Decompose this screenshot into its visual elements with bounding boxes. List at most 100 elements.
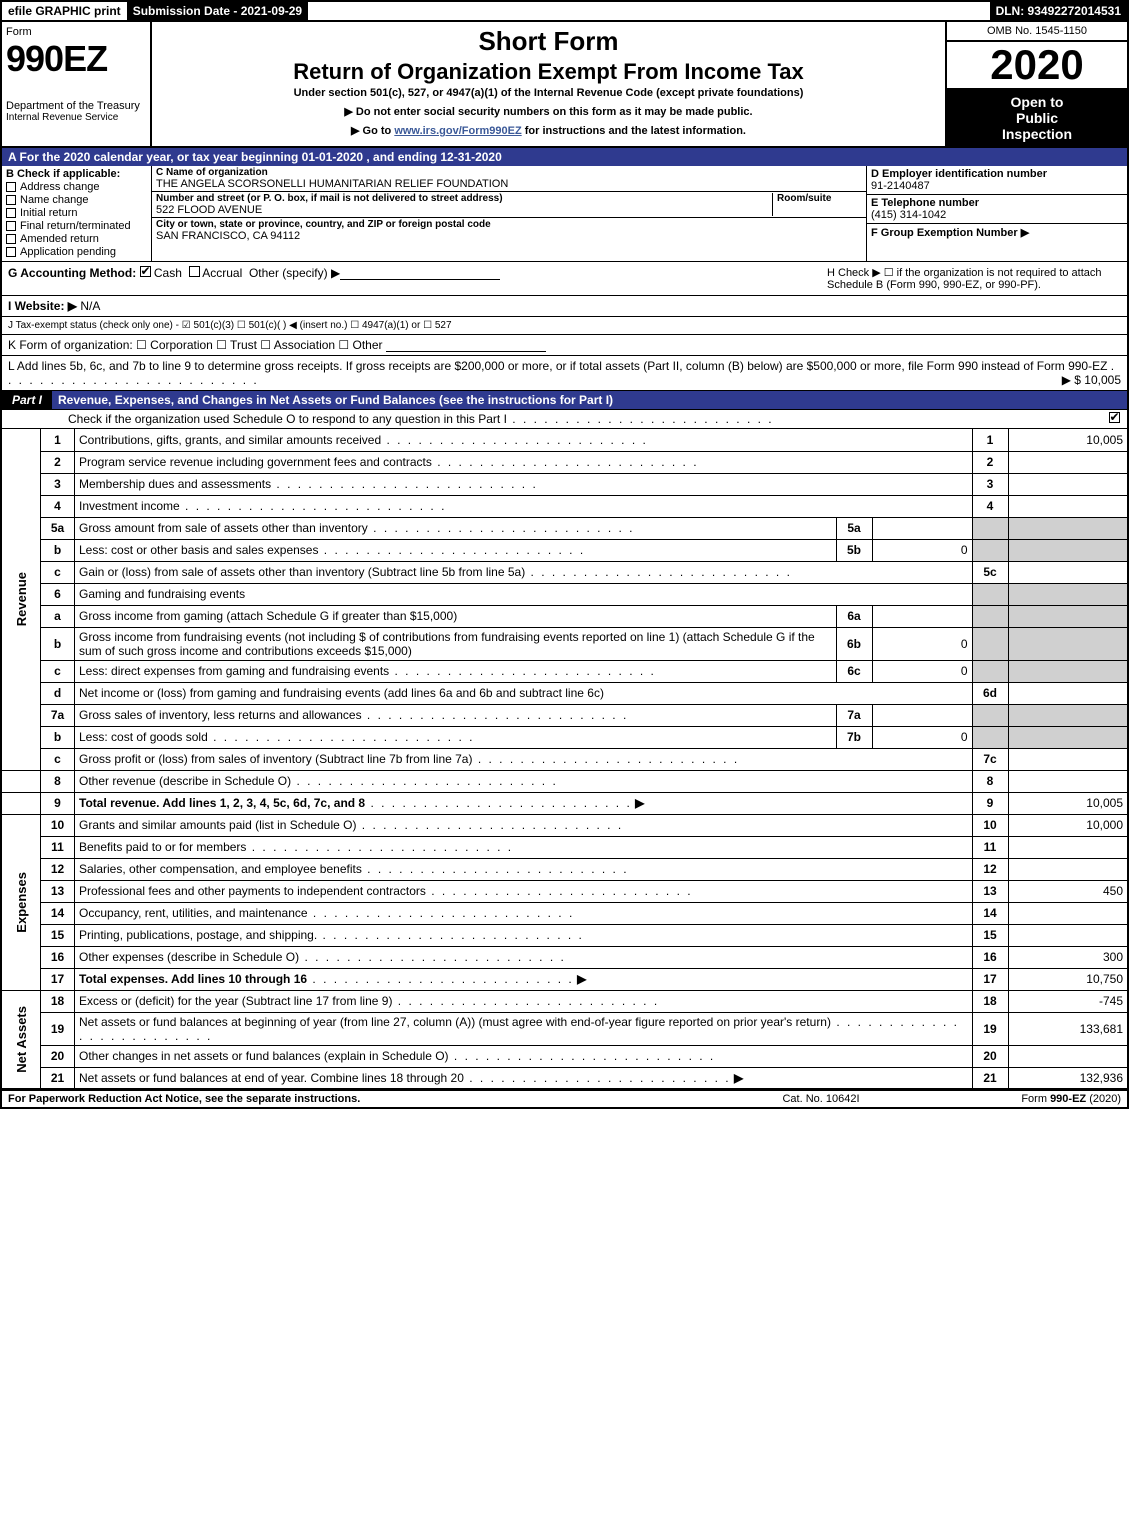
row-num: 2: [41, 451, 75, 473]
goto-post: for instructions and the latest informat…: [522, 125, 746, 137]
table-row: 21Net assets or fund balances at end of …: [1, 1067, 1128, 1089]
table-row: 6Gaming and fundraising events: [1, 583, 1128, 605]
table-row: cGross profit or (loss) from sales of in…: [1, 748, 1128, 770]
row-num: 8: [41, 770, 75, 792]
part1-check-text: Check if the organization used Schedule …: [62, 410, 1101, 428]
k-other-blank[interactable]: [386, 340, 546, 352]
row-amount: [1008, 451, 1128, 473]
efile-print[interactable]: efile GRAPHIC print: [2, 2, 127, 20]
inner-label: 7b: [836, 726, 872, 748]
row-desc: Gross sales of inventory, less returns a…: [79, 708, 362, 722]
row-amount: [1008, 1045, 1128, 1067]
open-line2: Public: [949, 110, 1125, 126]
e-phone-label: E Telephone number: [871, 197, 1123, 209]
row-code: 10: [972, 814, 1008, 836]
row-desc: Salaries, other compensation, and employ…: [79, 862, 362, 876]
row-code: [972, 583, 1008, 605]
chk-cash[interactable]: [140, 266, 151, 277]
box-b-header: B Check if applicable:: [6, 168, 147, 180]
row-amount: 133,681: [1008, 1012, 1128, 1045]
chk-application-pending[interactable]: [6, 247, 16, 257]
row-amount: [1008, 858, 1128, 880]
row-amount: [1008, 473, 1128, 495]
chk-initial-return[interactable]: [6, 208, 16, 218]
row-num: c: [41, 561, 75, 583]
row-num: 7a: [41, 704, 75, 726]
inner-value: [872, 605, 972, 627]
table-row: bGross income from fundraising events (n…: [1, 627, 1128, 660]
row-desc: Gaming and fundraising events: [75, 583, 973, 605]
row-num: 12: [41, 858, 75, 880]
row-code: 15: [972, 924, 1008, 946]
row-amount: [1008, 770, 1128, 792]
i-label: I Website: ▶: [8, 299, 77, 313]
info-grid: B Check if applicable: Address change Na…: [0, 166, 1129, 262]
table-row: cGain or (loss) from sale of assets othe…: [1, 561, 1128, 583]
row-amount: [1008, 627, 1128, 660]
table-row: 7a Gross sales of inventory, less returns…: [1, 704, 1128, 726]
form-header: Form 990EZ Department of the Treasury In…: [0, 22, 1129, 148]
row-code: [972, 726, 1008, 748]
row-desc: Gross income from fundraising events (no…: [79, 630, 815, 658]
inner-label: 7a: [836, 704, 872, 726]
row-desc: Gross amount from sale of assets other t…: [79, 521, 368, 535]
row-amount: [1008, 682, 1128, 704]
row-desc: Net assets or fund balances at end of ye…: [79, 1071, 464, 1085]
row-code: 17: [972, 968, 1008, 990]
chk-final-return[interactable]: [6, 221, 16, 231]
chk-address-change[interactable]: [6, 182, 16, 192]
row-amount: -745: [1008, 990, 1128, 1012]
table-row: cLess: direct expenses from gaming and f…: [1, 660, 1128, 682]
row-amount: 10,000: [1008, 814, 1128, 836]
inner-value: 0: [872, 539, 972, 561]
row-desc: Printing, publications, postage, and shi…: [79, 928, 317, 942]
row-code: [972, 660, 1008, 682]
lbl-accrual: Accrual: [202, 266, 242, 280]
row-code: 19: [972, 1012, 1008, 1045]
chk-amended-return[interactable]: [6, 234, 16, 244]
row-code: 20: [972, 1045, 1008, 1067]
chk-name-change[interactable]: [6, 195, 16, 205]
part1-check-row: Check if the organization used Schedule …: [0, 410, 1129, 429]
row-amount: [1008, 605, 1128, 627]
table-row: bLess: cost or other basis and sales exp…: [1, 539, 1128, 561]
other-specify-blank[interactable]: [340, 268, 500, 280]
side-expenses: Expenses: [1, 814, 41, 990]
c-city-label: City or town, state or province, country…: [156, 219, 862, 230]
org-name: THE ANGELA SCORSONELLI HUMANITARIAN RELI…: [156, 178, 862, 190]
row-num: c: [41, 660, 75, 682]
e-phone-value: (415) 314-1042: [871, 209, 1123, 221]
line-i: I Website: ▶ N/A: [0, 296, 1129, 317]
d-ein-label: D Employer identification number: [871, 168, 1123, 180]
chk-accrual[interactable]: [189, 266, 200, 277]
dept-treasury: Department of the Treasury: [6, 100, 146, 112]
footer-form-num: 990-EZ: [1050, 1093, 1086, 1105]
row-num: 4: [41, 495, 75, 517]
dln: DLN: 93492272014531: [990, 2, 1127, 20]
lbl-name-change: Name change: [20, 194, 89, 206]
part1-header-row: Part I Revenue, Expenses, and Changes in…: [0, 391, 1129, 410]
row-amount: [1008, 726, 1128, 748]
table-row: dNet income or (loss) from gaming and fu…: [1, 682, 1128, 704]
line-h: H Check ▶ ☐ if the organization is not r…: [821, 266, 1121, 291]
table-row: 12 Salaries, other compensation, and empl…: [1, 858, 1128, 880]
row-desc: Other expenses (describe in Schedule O): [79, 950, 299, 964]
submission-date: Submission Date - 2021-09-29: [127, 2, 308, 20]
arrow-icon: ▶: [577, 972, 586, 986]
g-label: G Accounting Method:: [8, 266, 136, 280]
row-code: 4: [972, 495, 1008, 517]
row-code: 7c: [972, 748, 1008, 770]
row-desc: Net assets or fund balances at beginning…: [79, 1015, 831, 1029]
row-amount: 10,750: [1008, 968, 1128, 990]
part1-check-box[interactable]: [1101, 410, 1127, 428]
table-row: 15 Printing, publications, postage, and s…: [1, 924, 1128, 946]
row-num: 13: [41, 880, 75, 902]
row-amount: [1008, 561, 1128, 583]
irs-link[interactable]: www.irs.gov/Form990EZ: [394, 125, 521, 137]
footer-left: For Paperwork Reduction Act Notice, see …: [8, 1093, 721, 1105]
footer-catno: Cat. No. 10642I: [721, 1093, 921, 1105]
row-code: [972, 627, 1008, 660]
row-code: 12: [972, 858, 1008, 880]
table-row: 9Total revenue. Add lines 1, 2, 3, 4, 5c…: [1, 792, 1128, 814]
inner-value: [872, 517, 972, 539]
